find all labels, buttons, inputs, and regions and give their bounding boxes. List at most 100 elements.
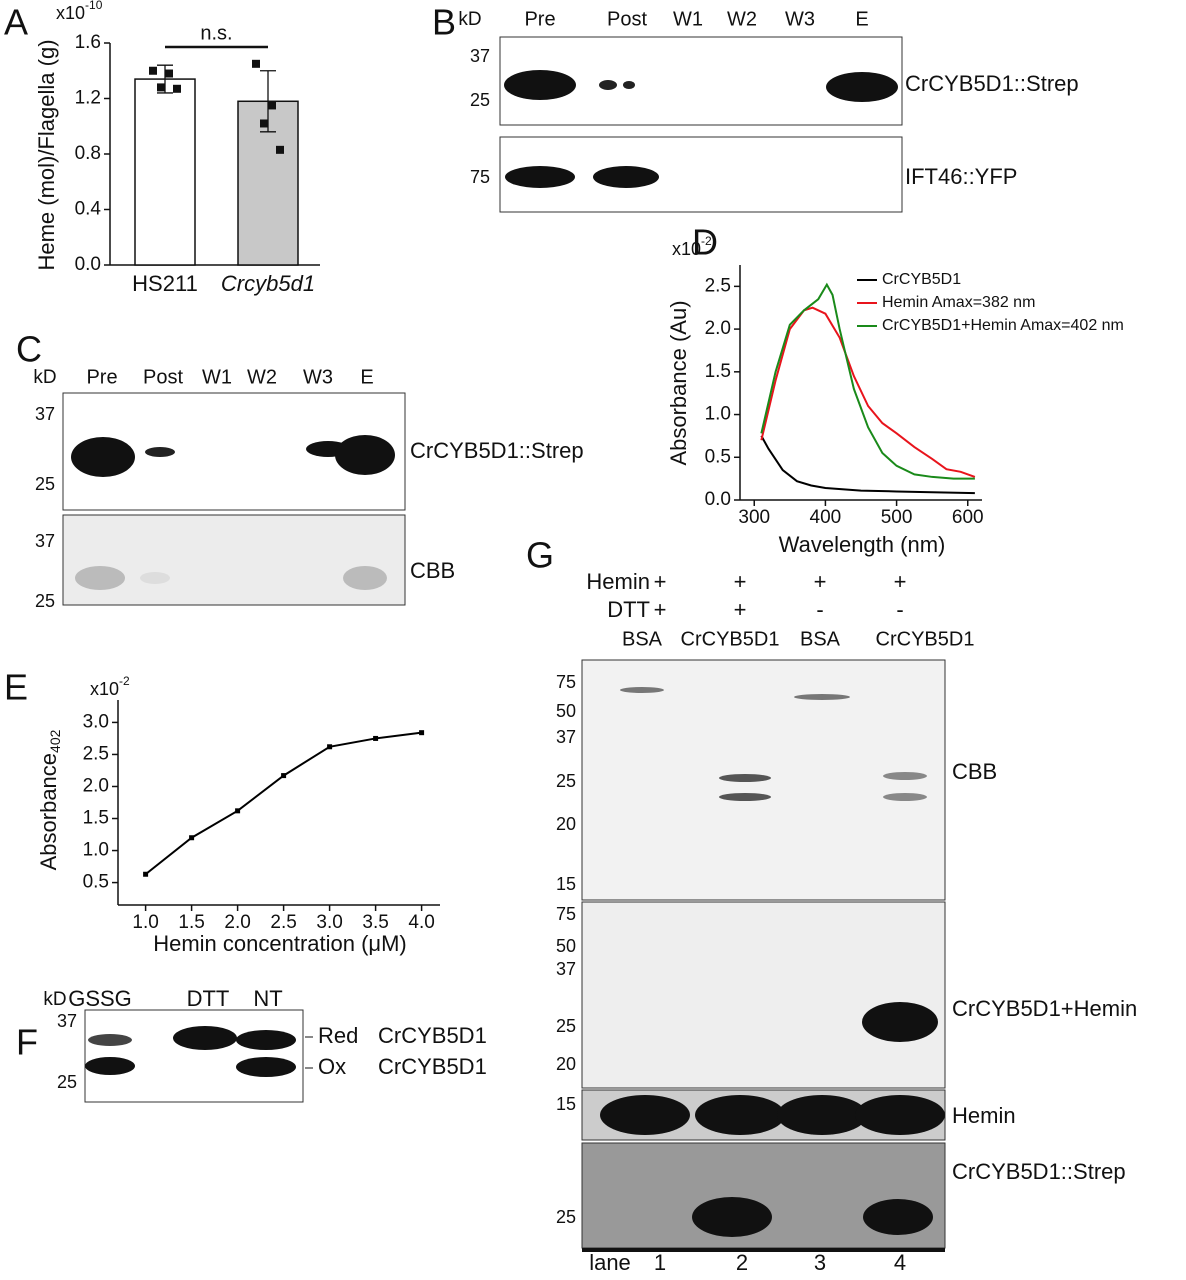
multiplier-base: x10 [672,239,701,259]
y-tick-label: 0.8 [75,143,101,164]
data-line [760,435,975,495]
condition-value: + [654,569,667,594]
legend-label: Hemin Amax=382 nm [882,294,1035,311]
data-point [149,66,157,75]
lane-number: 2 [736,1250,748,1275]
lane-label: W3 [303,366,333,388]
band [140,572,170,584]
multiplier-exp: -10 [85,0,103,12]
y-tick-label: 1.6 [75,32,101,53]
bar [134,78,196,266]
sample-label: CrCYB5D1 [876,628,975,650]
data-point [173,84,181,93]
band [692,1197,772,1237]
marker: 25 [470,90,490,110]
x-tick-label: 2.5 [270,912,296,933]
data-point [252,59,260,68]
row-label: IFT46::YFP [905,164,1017,189]
y-axis-label-text: Absorbance (Au) [666,300,691,465]
band [623,81,635,89]
band [88,1034,132,1046]
band-state: Ox [318,1054,346,1079]
section-label: Hemin [952,1103,1016,1128]
lane-label: Pre [524,8,555,30]
y-tick-label: 2.0 [83,776,109,797]
band [593,166,659,188]
band [883,772,927,780]
y-tick-label: 0.0 [705,489,731,510]
row-label: CrCYB5D1::Strep [410,438,584,463]
y-axis-label: Heme (mol)/Flagella (g) [34,39,59,270]
lane-label: GSSG [68,986,132,1011]
y-tick-label: 2.5 [83,743,109,764]
band [343,566,387,590]
multiplier-base: x10 [56,3,85,23]
multiplier-base: x10 [90,679,119,699]
band [855,1095,945,1135]
marker: 37 [35,531,55,551]
y-axis-label-text: Absorbance [36,753,61,870]
multiplier: x10-10 [56,0,103,23]
unit: kD [458,9,481,30]
y-axis-label: Absorbance (Au) [666,300,691,465]
blot-c-bottom [62,514,406,606]
condition-value: + [654,597,667,622]
band [794,694,850,700]
data-point [268,101,276,110]
data-point [260,119,268,128]
y-axis-label-subscript: 402 [47,729,63,753]
band [777,1095,867,1135]
y-tick-label: 0.0 [75,254,101,275]
band [85,1057,135,1075]
x-tick-label: Crcyb5d1 [221,271,315,296]
legend-label: CrCYB5D1 [882,271,961,288]
data-line [144,731,422,876]
blot-f [84,1009,304,1103]
band [600,1095,690,1135]
section-label: CBB [952,759,997,784]
row-label: CrCYB5D1::Strep [905,71,1079,96]
band [75,566,125,590]
panel-letter: E [4,667,28,708]
lane-label: Post [607,8,647,30]
x-tick-label: 600 [952,507,984,528]
y-tick-label: 3.0 [83,711,109,732]
lane-title: lane [589,1250,631,1275]
x-tick-label: HS211 [132,271,198,296]
band [335,435,395,475]
data-point [327,744,333,750]
section-label: CrCYB5D1+Hemin [952,996,1137,1021]
data-point [281,773,287,779]
data-point [165,69,173,78]
marker: 50 [556,936,576,956]
x-tick-label: 3.5 [362,912,388,933]
sample-label: BSA [622,628,663,650]
data-point [419,730,425,736]
panel-letter: B [432,2,456,43]
row-label: CBB [410,558,455,583]
band [695,1095,785,1135]
lane-label: E [360,366,373,388]
y-tick-label: 1.0 [705,404,731,425]
sample-label: BSA [800,628,841,650]
lane-label: Post [143,366,183,388]
lane-number: 4 [894,1250,906,1275]
lane-label: DTT [187,986,230,1011]
band [620,687,664,693]
y-tick-label: 1.5 [705,361,731,382]
marker: 37 [556,727,576,747]
y-tick-label: 0.4 [75,199,102,220]
marker: 37 [35,404,55,424]
blot-images [62,36,946,1252]
band-state: Red [318,1023,358,1048]
multiplier-exp: -2 [701,234,712,248]
blot-g-hemin-binding [581,901,946,1089]
lane-label: W2 [247,366,277,388]
data-point [189,835,195,841]
lane-number: 3 [814,1250,826,1275]
data-point [373,735,379,741]
x-tick-label: 500 [881,507,913,528]
band-protein: CrCYB5D1 [378,1054,487,1079]
data-point [143,871,149,877]
data-line [760,282,975,480]
